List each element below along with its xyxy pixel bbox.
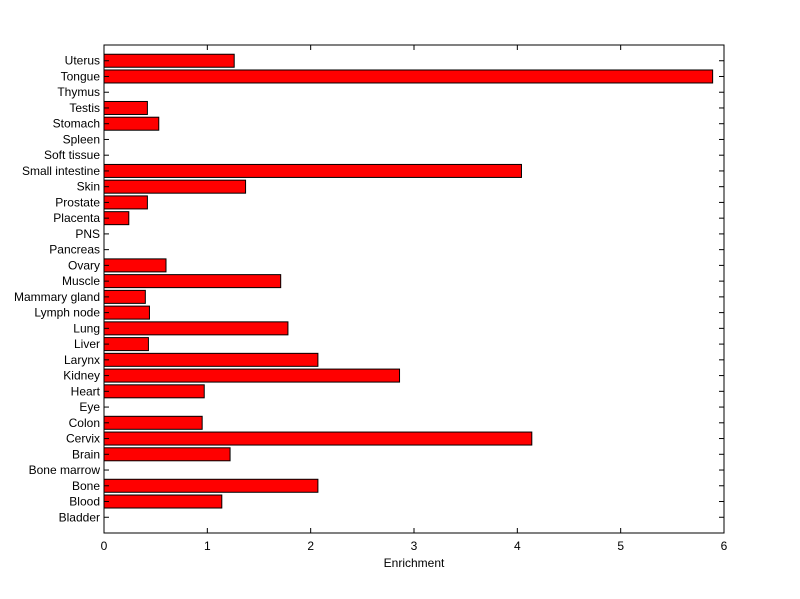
y-tick-label: Stomach bbox=[53, 117, 100, 131]
bar-stomach bbox=[103, 116, 160, 131]
y-tick-label: Uterus bbox=[65, 54, 100, 68]
bar-blood bbox=[103, 494, 223, 509]
y-tick-label: Brain bbox=[72, 447, 100, 461]
y-tick-label: Bone bbox=[72, 479, 100, 493]
bar-brain bbox=[103, 447, 231, 462]
bar-bone bbox=[103, 478, 319, 493]
y-tick-label: Skin bbox=[77, 180, 100, 194]
y-tick-label: Eye bbox=[79, 400, 100, 414]
x-tick-label: 2 bbox=[307, 539, 314, 553]
bar-lymph-node bbox=[103, 305, 150, 320]
y-tick-label: Lymph node bbox=[34, 306, 100, 320]
y-tick-label: Colon bbox=[69, 416, 100, 430]
y-tick-label: Kidney bbox=[63, 369, 100, 383]
y-tick-label: Small intestine bbox=[22, 164, 100, 178]
x-axis-label: Enrichment bbox=[384, 556, 445, 570]
y-tick-label: Tongue bbox=[61, 69, 101, 83]
bar-small-intestine bbox=[103, 163, 522, 178]
bar-cervix bbox=[103, 431, 533, 446]
bar-muscle bbox=[103, 274, 282, 289]
y-tick-label: Bone marrow bbox=[29, 463, 101, 477]
bar-skin bbox=[103, 179, 247, 194]
bar-prostate bbox=[103, 195, 148, 210]
bar-ovary bbox=[103, 258, 167, 273]
y-tick-label: PNS bbox=[75, 227, 100, 241]
bar-lung bbox=[103, 321, 289, 336]
bar-uterus bbox=[103, 53, 235, 68]
y-tick-label: Blood bbox=[69, 495, 100, 509]
x-tick-label: 3 bbox=[411, 539, 418, 553]
bar-colon bbox=[103, 415, 203, 430]
x-tick-label: 1 bbox=[204, 539, 211, 553]
y-tick-label: Larynx bbox=[64, 353, 100, 367]
x-tick-label: 0 bbox=[101, 539, 108, 553]
y-tick-label: Lung bbox=[73, 321, 100, 335]
y-tick-label: Soft tissue bbox=[44, 148, 100, 162]
y-tick-label: Pancreas bbox=[49, 243, 100, 257]
y-tick-label: Testis bbox=[69, 101, 100, 115]
y-tick-label: Mammary gland bbox=[14, 290, 100, 304]
bar-kidney bbox=[103, 368, 401, 383]
x-tick-labels: 0 1 2 3 4 5 6 bbox=[101, 539, 728, 553]
x-tick-label: 5 bbox=[617, 539, 624, 553]
bar-mammary-gland bbox=[103, 289, 146, 304]
ticks-group bbox=[103, 45, 725, 533]
y-tick-label: Liver bbox=[74, 337, 100, 351]
bars-group bbox=[103, 53, 714, 509]
y-tick-label: Muscle bbox=[62, 274, 100, 288]
y-tick-label: Heart bbox=[71, 384, 101, 398]
y-tick-label: Spleen bbox=[63, 132, 100, 146]
x-tick-label: 4 bbox=[514, 539, 521, 553]
bar-liver bbox=[103, 337, 149, 352]
y-tick-label: Thymus bbox=[57, 85, 100, 99]
bar-tongue bbox=[103, 69, 714, 84]
y-tick-label: Ovary bbox=[68, 258, 100, 272]
y-tick-label: Cervix bbox=[66, 432, 100, 446]
y-tick-label: Prostate bbox=[55, 195, 100, 209]
bar-testis bbox=[103, 100, 148, 115]
bar-heart bbox=[103, 384, 205, 399]
y-tick-label: Bladder bbox=[59, 510, 100, 524]
y-tick-label: Placenta bbox=[53, 211, 100, 225]
x-tick-label: 6 bbox=[721, 539, 728, 553]
bar-larynx bbox=[103, 352, 319, 367]
